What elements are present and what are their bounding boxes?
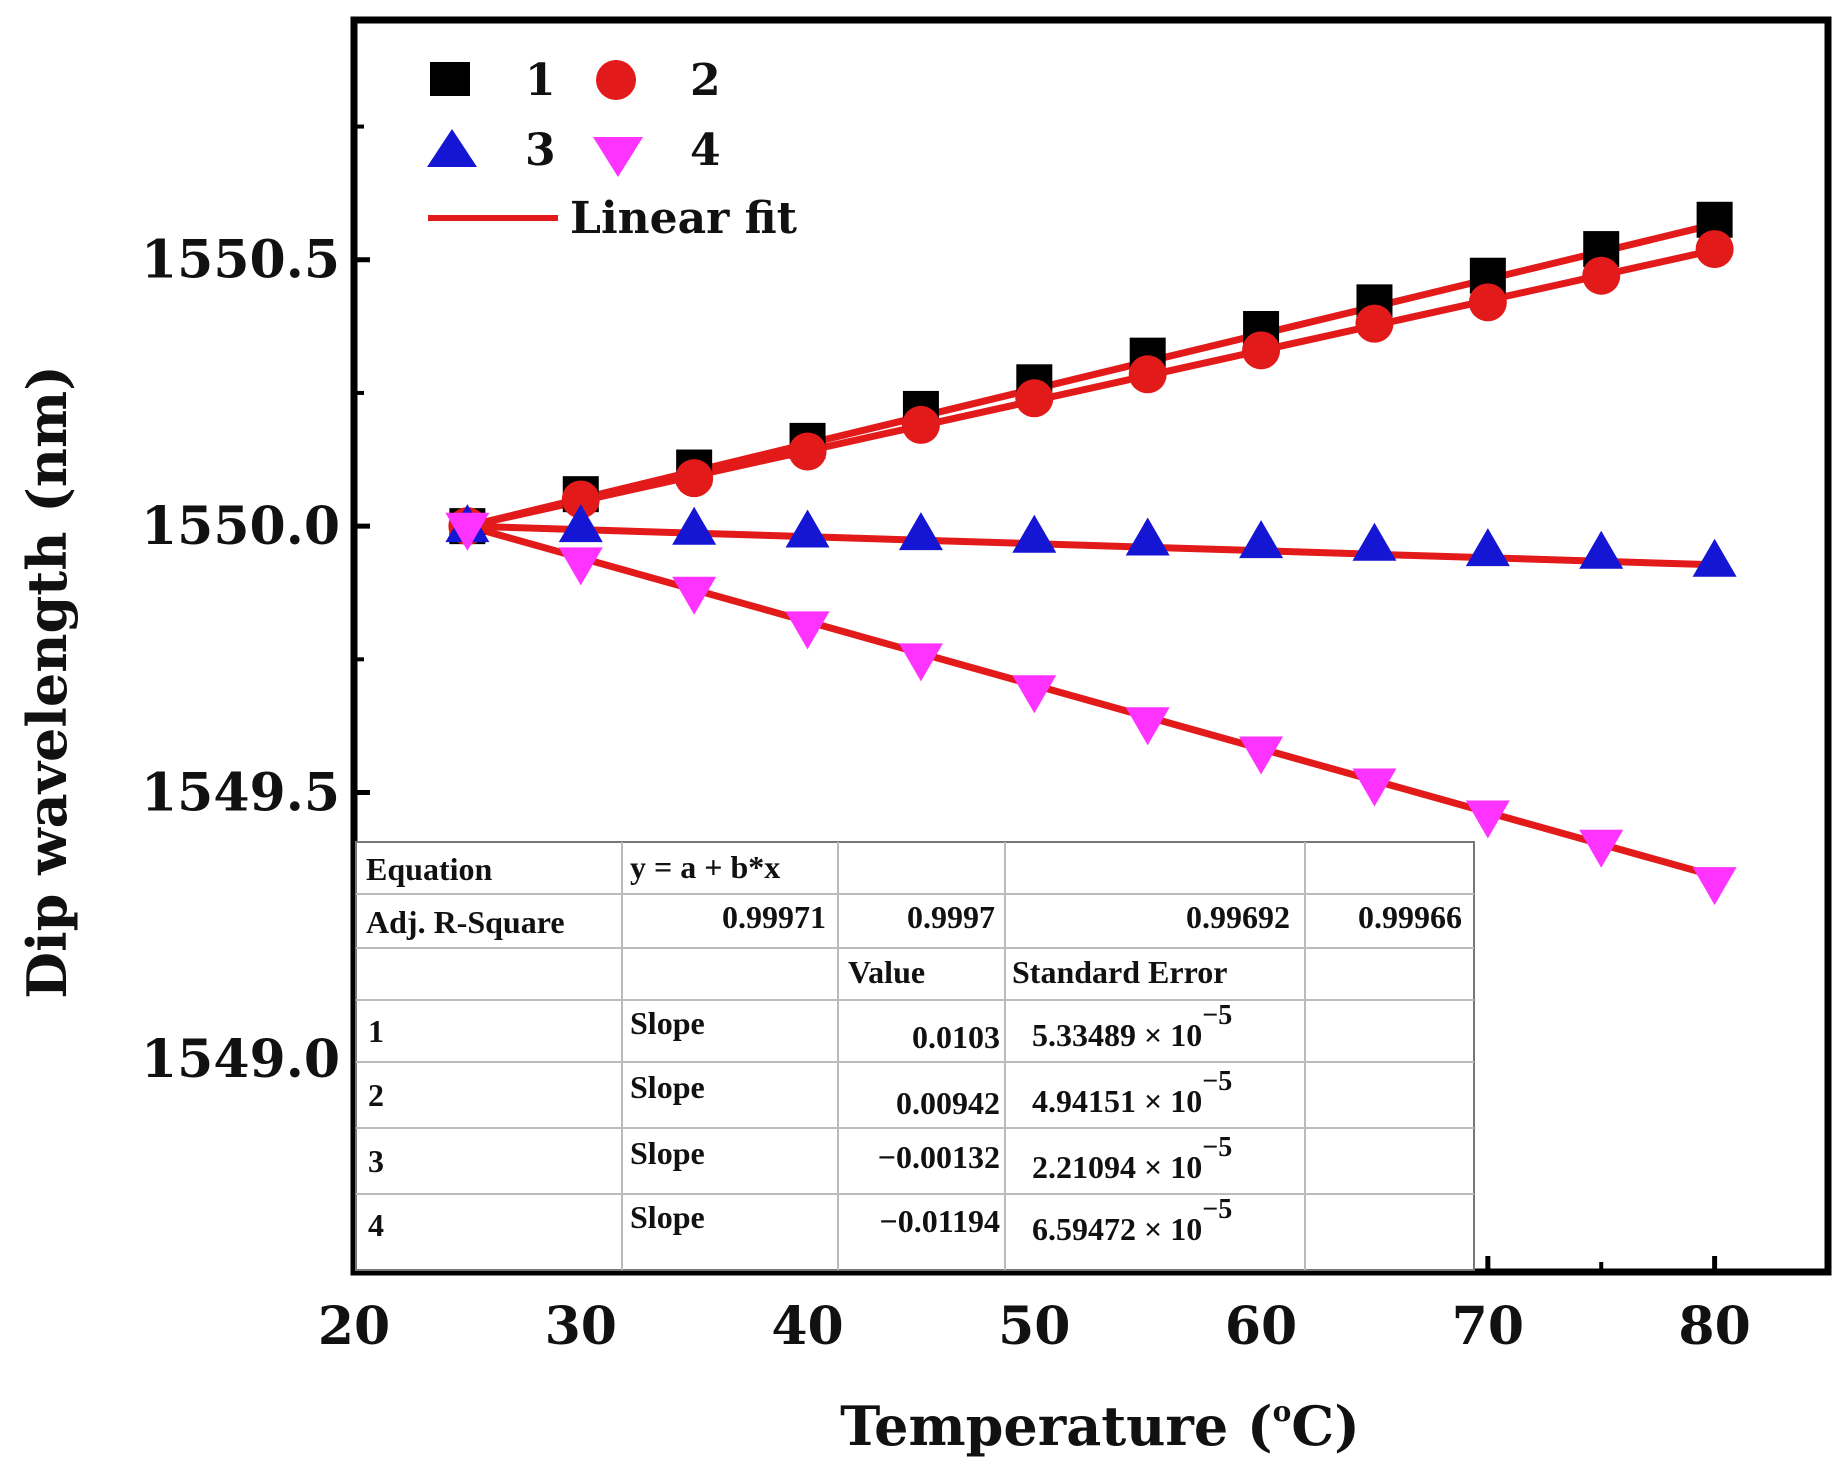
- point-series-4: [1465, 800, 1510, 839]
- point-series-2: [1582, 256, 1621, 295]
- x-tick-label: 70: [1452, 1296, 1524, 1357]
- fit-table-r2-2: 0.9997: [907, 899, 995, 935]
- point-series-3: [1125, 517, 1170, 556]
- point-series-2: [1242, 331, 1281, 370]
- x-tick-label: 30: [545, 1296, 617, 1357]
- point-series-3: [1579, 530, 1624, 569]
- y-tick-label: 1550.5: [141, 230, 340, 291]
- point-series-2: [1468, 283, 1507, 322]
- x-tick-label: 80: [1678, 1296, 1750, 1357]
- x-tick-label: 40: [771, 1296, 843, 1357]
- data-markers: [445, 201, 1737, 906]
- plot-frame: [350, 16, 1832, 1276]
- fit-table-row-3-error: 2.21094 × 10−5: [1032, 1132, 1232, 1185]
- point-series-4: [1692, 867, 1737, 906]
- point-series-4: [1239, 736, 1284, 775]
- point-series-3: [1692, 538, 1737, 577]
- point-series-3: [898, 512, 943, 551]
- point-series-3: [785, 509, 830, 548]
- point-series-4: [898, 643, 943, 682]
- fit-table-background: [355, 841, 1475, 1271]
- fit-table-row-2-id: 2: [368, 1077, 384, 1113]
- point-series-4: [445, 512, 490, 551]
- y-tick-label: 1549.0: [141, 1029, 340, 1090]
- legend-fit-label: Linear fit: [570, 193, 798, 244]
- legend-label-2: 2: [690, 55, 721, 106]
- fit-table-row-2-param: Slope: [630, 1069, 705, 1105]
- point-series-4: [1352, 768, 1397, 807]
- legend: 1 2 3 4 Linear fit: [427, 55, 798, 244]
- fit-table-row-1-error: 5.33489 × 10−5: [1032, 1000, 1232, 1053]
- point-series-4: [1125, 707, 1170, 746]
- fit-table: Equation y = a + b*x Adj. R-Square 0.999…: [355, 841, 1475, 1271]
- point-series-4: [558, 547, 603, 586]
- fit-table-row-2-error: 4.94151 × 10−5: [1032, 1066, 1232, 1119]
- legend-label-3: 3: [525, 125, 556, 176]
- fit-table-r2-4: 0.99966: [1358, 899, 1462, 935]
- point-series-2: [788, 432, 827, 471]
- fit-table-row-3-id: 3: [368, 1143, 384, 1179]
- fit-table-row-4-param: Slope: [630, 1199, 705, 1235]
- legend-marker-1: [430, 62, 470, 96]
- point-series-2: [1695, 230, 1734, 269]
- fit-table-value-header: Value: [848, 954, 925, 990]
- legend-label-4: 4: [690, 125, 721, 176]
- fit-table-error-header: Standard Error: [1012, 954, 1227, 990]
- point-series-2: [561, 480, 600, 519]
- fit-table-grid: [356, 842, 1474, 1270]
- point-series-2: [1355, 304, 1394, 343]
- y-tick-label: 1549.5: [141, 763, 340, 824]
- point-series-3: [1012, 514, 1057, 553]
- point-series-2: [1128, 355, 1167, 394]
- point-series-2: [901, 405, 940, 444]
- legend-marker-4: [593, 137, 643, 177]
- y-tick-label: 1550.0: [141, 496, 340, 557]
- point-series-4: [1579, 829, 1624, 868]
- point-series-2: [675, 459, 714, 498]
- fit-table-row-1-param: Slope: [630, 1005, 705, 1041]
- point-series-3: [1352, 522, 1397, 561]
- point-series-3: [558, 504, 603, 543]
- fit-table-row-1-value: 0.0103: [912, 1019, 1000, 1055]
- fit-line-4: [466, 522, 1716, 880]
- fit-table-row-1-id: 1: [368, 1013, 384, 1049]
- legend-label-1: 1: [525, 55, 556, 106]
- fit-table-row-4-error: 6.59472 × 10−5: [1032, 1194, 1232, 1247]
- fit-table-row-2-value: 0.00942: [896, 1085, 1000, 1121]
- fit-table-r2-1: 0.99971: [722, 899, 826, 935]
- point-series-2: [1015, 379, 1054, 418]
- legend-marker-3: [427, 129, 477, 167]
- fit-line-1: [466, 220, 1716, 530]
- fit-table-r2-label: Adj. R-Square: [366, 904, 565, 940]
- point-series-4: [1012, 675, 1057, 714]
- point-series-4: [672, 576, 717, 615]
- fit-table-row-3-value: −0.00132: [878, 1139, 1000, 1175]
- x-tick-label: 20: [318, 1296, 390, 1357]
- legend-marker-2: [596, 60, 636, 100]
- point-series-4: [785, 611, 830, 650]
- fit-table-equation-label: Equation: [366, 851, 492, 887]
- x-tick-label: 60: [1225, 1296, 1297, 1357]
- x-axis-title: Temperature (oC): [840, 1394, 1360, 1458]
- fit-table-r2-3: 0.99692: [1186, 899, 1290, 935]
- x-tick-label: 50: [998, 1296, 1070, 1357]
- y-axis-title: Dip wavelength (nm): [15, 365, 79, 999]
- fit-table-row-3-param: Slope: [630, 1135, 705, 1171]
- point-series-3: [1465, 528, 1510, 567]
- fit-table-row-4-value: −0.01194: [880, 1203, 1000, 1239]
- fit-table-equation: y = a + b*x: [630, 849, 780, 885]
- fit-table-row-4-id: 4: [368, 1207, 384, 1243]
- point-series-3: [1239, 520, 1284, 559]
- fit-line-3: [467, 522, 1715, 569]
- point-series-3: [672, 506, 717, 545]
